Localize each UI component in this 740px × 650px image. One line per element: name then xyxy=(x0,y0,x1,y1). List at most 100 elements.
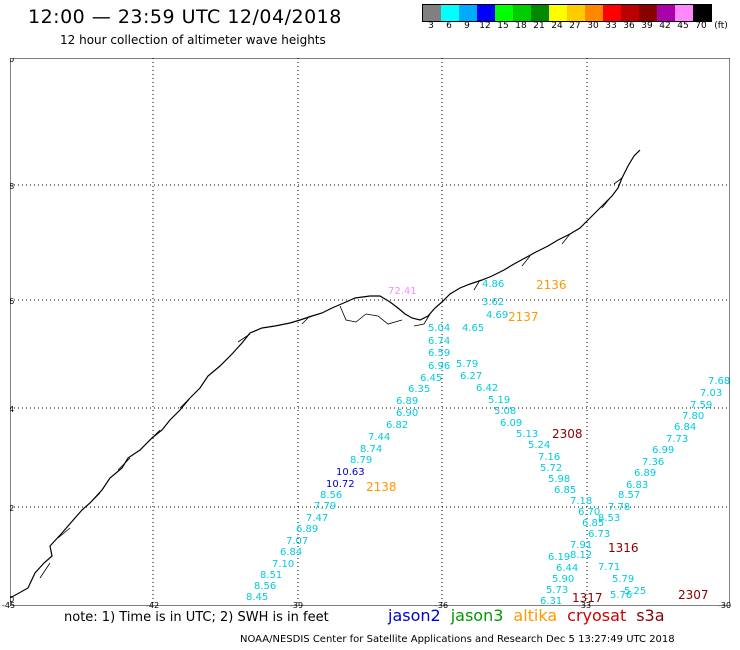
color-swatch-8 xyxy=(567,5,585,21)
satellite-jason2: jason2 xyxy=(388,606,441,625)
color-scale-label: 24 xyxy=(551,21,563,31)
track-a-value: 7.91 xyxy=(570,540,592,551)
track-c-value: 6.19 xyxy=(548,552,570,563)
y-label-70: 70 xyxy=(10,58,14,64)
color-swatch-9 xyxy=(585,5,603,21)
y-label-62: 62 xyxy=(10,504,14,513)
color-swatch-5 xyxy=(513,5,531,21)
track-a-value: 6.74 xyxy=(428,336,450,347)
y-label-66: 66 xyxy=(10,297,14,306)
color-scale-label: 9 xyxy=(464,21,470,31)
track-a-value: 4.65 xyxy=(462,323,484,334)
track-a-value: 4.69 xyxy=(486,310,508,321)
track-a-value: 5.25 xyxy=(624,586,646,597)
track-c-value: 7.73 xyxy=(666,434,688,445)
map-title: 12:00 — 23:59 UTC 12/04/2018 xyxy=(28,6,342,28)
pass-label-2138: 2138 xyxy=(366,480,397,494)
color-swatch-14 xyxy=(675,5,693,21)
color-swatch-7 xyxy=(549,5,567,21)
color-swatch-2 xyxy=(459,5,477,21)
track-a-value: 5.79 xyxy=(456,359,478,370)
track-b-value: 8.56 xyxy=(254,581,276,592)
track-c-value: 6.31 xyxy=(540,596,562,606)
color-swatch-0 xyxy=(423,5,441,21)
color-scale-label: 6 xyxy=(446,21,452,31)
track-a-value: 5.24 xyxy=(528,440,550,451)
pass-label-2308: 2308 xyxy=(552,427,583,441)
track-c-value: 7.68 xyxy=(708,376,730,387)
track-a-value: 7.71 xyxy=(598,562,620,573)
x-label-30: -30 xyxy=(718,601,732,610)
color-scale-label: 33 xyxy=(605,21,617,31)
wave-height-tracks: 72.414.863.624.694.655.046.746.595.796.2… xyxy=(246,278,730,606)
color-swatch-11 xyxy=(621,5,639,21)
x-label-33: -33 xyxy=(578,601,592,610)
color-swatch-13 xyxy=(657,5,675,21)
track-a-value: 6.27 xyxy=(460,371,482,382)
track-c-value: 6.44 xyxy=(556,563,578,574)
track-c-value: 7.59 xyxy=(690,400,712,411)
track-b-value: 6.90 xyxy=(396,408,418,419)
pass-label-2137: 2137 xyxy=(508,310,539,324)
satellite-altika: altika xyxy=(513,606,558,625)
track-b-value: 6.89 xyxy=(396,396,418,407)
track-b-value: 6.45 xyxy=(420,373,442,384)
track-a-value: 7.18 xyxy=(570,496,592,507)
track-a-value: 4.86 xyxy=(482,279,504,290)
track-a-value: 72.41 xyxy=(388,286,417,297)
track-a-value: 6.09 xyxy=(500,418,522,429)
color-swatch-4 xyxy=(495,5,513,21)
track-c-value: 7.03 xyxy=(700,388,722,399)
y-label-64: 64 xyxy=(10,405,14,414)
track-a-value: 7.16 xyxy=(538,452,560,463)
track-a-value: 6.70 xyxy=(578,507,600,518)
track-c-value: 6.99 xyxy=(652,445,674,456)
color-scale-label: 12 xyxy=(479,21,491,31)
color-swatch-10 xyxy=(603,5,621,21)
color-scale-bar xyxy=(422,4,712,22)
track-a-value: 6.85 xyxy=(554,485,576,496)
y-label-68: 68 xyxy=(10,182,14,191)
color-scale-label: 42 xyxy=(659,21,671,31)
satellite-cryosat: cryosat xyxy=(567,606,627,625)
track-c-value: 7.78 xyxy=(608,502,630,513)
footer-note: note: 1) Time is in UTC; 2) SWH is in fe… xyxy=(64,610,329,625)
pass-label-2136: 2136 xyxy=(536,278,567,292)
track-c-value: 6.89 xyxy=(634,468,656,479)
track-a-value: 3.62 xyxy=(482,297,504,308)
color-swatch-12 xyxy=(639,5,657,21)
color-swatch-6 xyxy=(531,5,549,21)
color-scale-label: 15 xyxy=(497,21,509,31)
track-b-value: 8.51 xyxy=(260,570,282,581)
x-label-42: -42 xyxy=(146,601,160,610)
map-grid xyxy=(10,58,730,606)
track-c-value: 7.36 xyxy=(642,457,664,468)
track-b-value: 8.79 xyxy=(350,455,372,466)
satellite-jason3: jason3 xyxy=(450,606,504,625)
track-a-value: 5.04 xyxy=(428,323,450,334)
satellite-legend: jason2 jason3 altika cryosat s3a xyxy=(388,606,675,625)
track-a-value: 6.73 xyxy=(588,529,610,540)
color-scale-label: (ft) xyxy=(714,21,728,31)
pass-label-1316: 1316 xyxy=(608,541,639,555)
track-b-value: 10.63 xyxy=(336,467,365,478)
track-a-value: 5.19 xyxy=(488,395,510,406)
color-swatch-15 xyxy=(693,5,711,21)
track-c-value: 5.90 xyxy=(552,574,574,585)
color-scale-label: 3 xyxy=(428,21,434,31)
track-a-value: 6.42 xyxy=(476,383,498,394)
color-scale-labels: 3 6 9 12 15 18 21 24 27 30 33 36 39 42 45 70 (ft) xyxy=(422,21,732,31)
track-b-value: 6.35 xyxy=(408,384,430,395)
track-b-value: 6.84 xyxy=(280,547,302,558)
color-scale-label: 36 xyxy=(623,21,635,31)
track-b-value: 7.07 xyxy=(286,536,308,547)
track-c-value: 8.53 xyxy=(598,513,620,524)
track-a-value: 5.76 xyxy=(610,590,632,601)
map-frame xyxy=(10,58,730,606)
color-scale-label: 30 xyxy=(587,21,599,31)
y-label-60: 60 xyxy=(10,595,14,604)
color-scale-label: 18 xyxy=(515,21,527,31)
track-a-value: 5.79 xyxy=(612,574,634,585)
map-plot: 70 68 66 64 62 60 72.41 4.86 3.62 4.694.65 5… xyxy=(10,58,730,606)
track-a-value: 5.98 xyxy=(548,474,570,485)
